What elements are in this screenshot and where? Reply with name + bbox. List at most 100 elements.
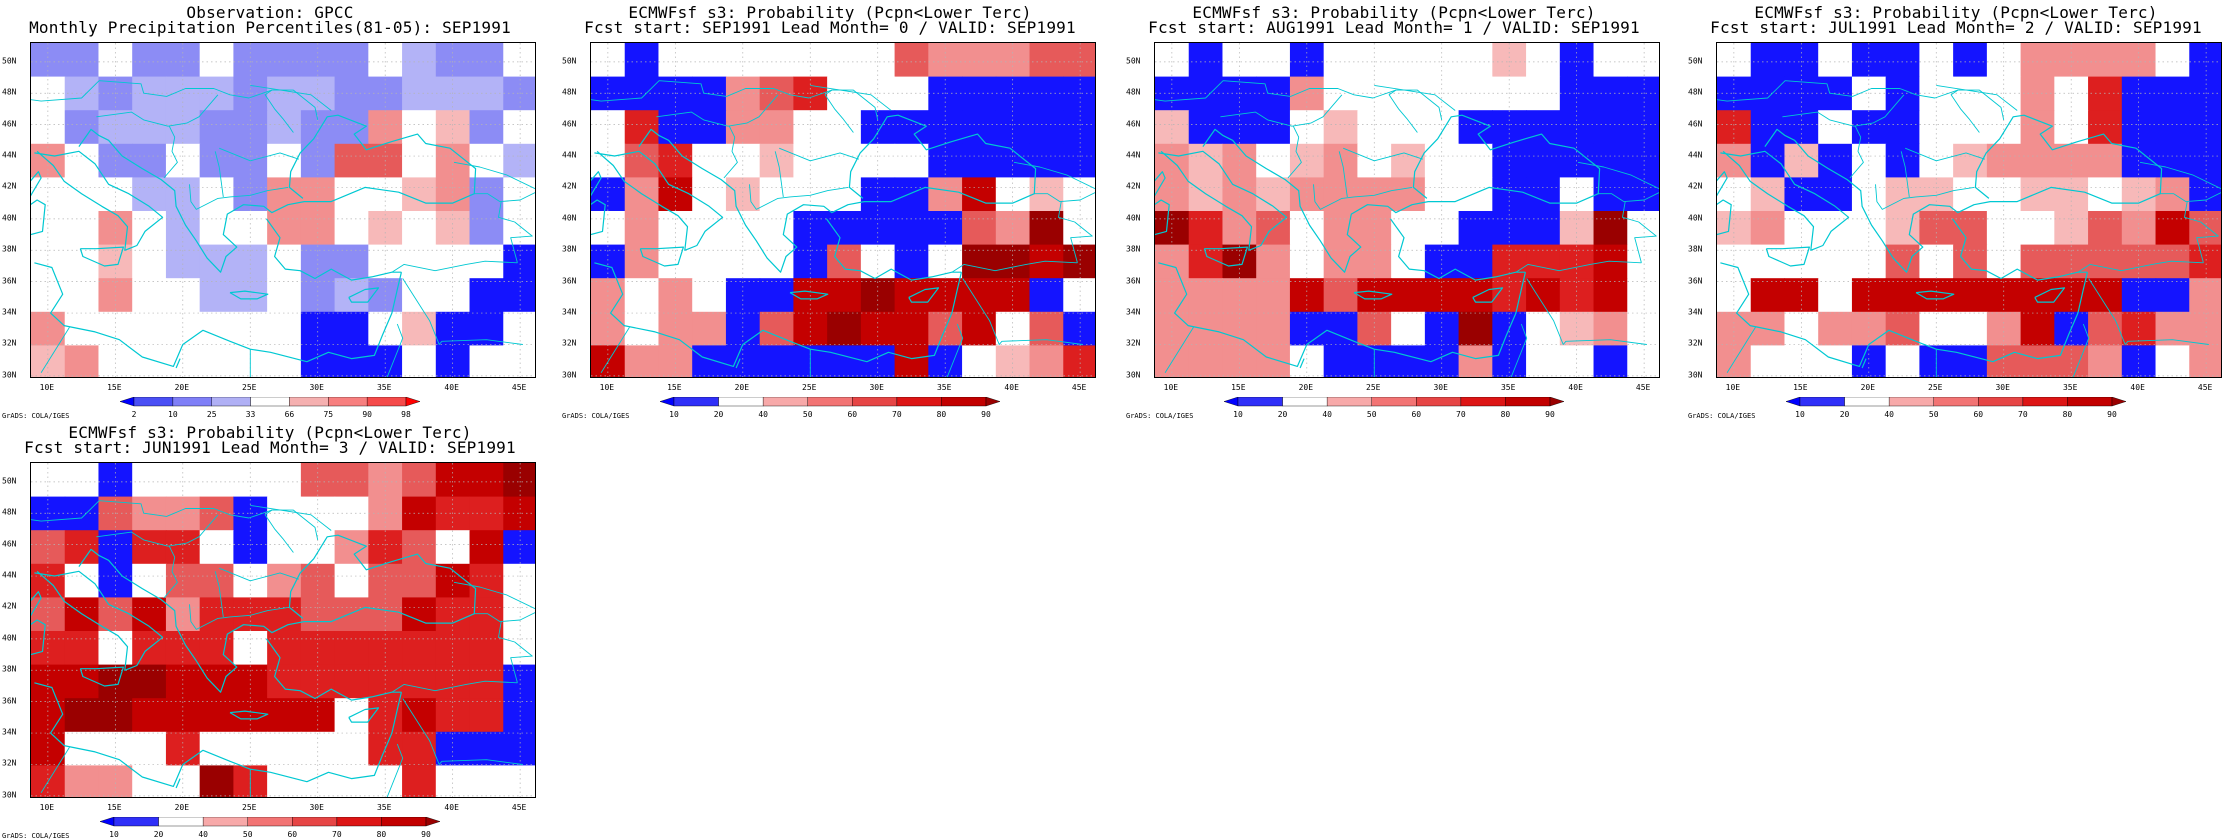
grid-cell [894, 76, 929, 111]
lon-tick-label: 15E [667, 383, 682, 392]
grid-cell [2189, 278, 2221, 313]
grid-cell [692, 244, 727, 279]
colorbar-swatch [120, 397, 135, 407]
coastline [1203, 246, 1248, 267]
country-border [1155, 80, 1443, 120]
coastline [31, 171, 42, 197]
country-border [250, 504, 332, 531]
country-border [1726, 326, 1756, 373]
grid-cell [2189, 43, 2221, 78]
lat-tick-label: 50N [1126, 56, 1141, 66]
grid-cell [1029, 278, 1064, 313]
grid-cell [692, 278, 727, 313]
grid-cell [1953, 211, 1988, 246]
country-border [1058, 201, 1093, 263]
grid-cell [1953, 76, 1988, 111]
grid-cell [1391, 76, 1426, 111]
map-plot [31, 463, 535, 797]
country-border [2139, 161, 2221, 203]
grid-cell [64, 345, 100, 377]
grid-cell [132, 244, 167, 279]
country-border [40, 326, 70, 373]
lon-tick-label: 15E [1231, 383, 1246, 392]
coastline [1915, 290, 1955, 300]
grid-cell [759, 43, 794, 78]
coastline [639, 246, 684, 267]
lat-tick-label: 42N [1126, 181, 1141, 191]
grid-cell [1526, 143, 1561, 178]
grid-cell [199, 278, 234, 313]
grid-cell [132, 463, 167, 498]
country-border [1936, 84, 2018, 111]
grid-cell [962, 244, 997, 279]
lon-tick-label: 35E [2062, 383, 2078, 392]
lat-tick-label: 42N [2, 181, 17, 191]
grid-cell [132, 731, 167, 766]
grid-cell [503, 177, 535, 212]
grid-cell [624, 43, 660, 78]
grid-cell [469, 463, 504, 498]
country-border [386, 323, 404, 377]
colorbar-label: 20 [153, 830, 164, 839]
grid-cell [1458, 345, 1493, 377]
coastline [1952, 218, 2088, 281]
grid-cell [199, 76, 234, 111]
grid-cell [64, 143, 100, 178]
lon-tick-label: 15E [107, 383, 122, 392]
grid-cell [1526, 76, 1561, 111]
country-border [1526, 278, 1647, 345]
colorbar-label: 80 [376, 830, 387, 839]
lat-tick-label: 42N [562, 181, 577, 191]
grid-cell [2155, 278, 2190, 313]
grid-cell [1953, 311, 1988, 346]
colorbar-label: 70 [892, 410, 902, 419]
lon-tick-label: 35E [376, 803, 392, 812]
colorbar-label: 25 [206, 410, 217, 419]
grid-cell [1750, 278, 1786, 313]
grid-cell [199, 143, 234, 178]
grid-cell [1256, 43, 1291, 78]
grid-cell [1188, 110, 1224, 145]
colorbar-swatch [1978, 397, 2024, 407]
coastline [1717, 171, 1728, 197]
grid-cell [1750, 110, 1786, 145]
grid-cell [1188, 76, 1224, 111]
grid-cell [2189, 177, 2221, 212]
colorbar-label: 90 [362, 410, 372, 419]
colorbar-swatch [292, 817, 338, 827]
lon-tick-label: 45E [1635, 383, 1651, 392]
colorbar-swatch [247, 817, 293, 827]
country-border [946, 323, 964, 377]
country-border [1374, 84, 1456, 111]
panel-title: ECMWFsf s3: Probability (Pcpn<Lower Terc… [628, 3, 1032, 22]
grid-cell [827, 43, 862, 78]
grid-cell [1458, 177, 1493, 212]
grid-cell [402, 765, 437, 797]
grid-cell [1526, 43, 1561, 78]
grads-credit: GrADS: COLA/IGES [1126, 412, 1194, 420]
grid-cell [402, 43, 437, 78]
grid-cell [1818, 278, 1853, 313]
grid-cell [469, 765, 504, 797]
colorbar-swatch [336, 817, 382, 827]
grid-cell [2088, 177, 2123, 212]
country-border [1510, 323, 1528, 377]
coastline [1158, 262, 1526, 367]
colorbar-swatch [328, 397, 368, 407]
lat-tick-label: 40N [1126, 213, 1141, 223]
lat-tick-label: 32N [2, 338, 17, 348]
grid-cell [1885, 110, 1920, 145]
grid-cell [1627, 211, 1659, 246]
country-border [189, 604, 289, 630]
grid-cell [962, 76, 997, 111]
grid-cell [1063, 43, 1095, 78]
grid-cell [827, 278, 862, 313]
grid-cell [402, 463, 437, 498]
grid-cell [1526, 177, 1561, 212]
panel-lead-1: ECMWFsf s3: Probability (Pcpn<Lower Terc… [1124, 0, 1664, 420]
grid-cell [1526, 345, 1561, 377]
grid-cell [503, 76, 535, 111]
country-border [1164, 326, 1194, 373]
grid-cell [1063, 76, 1095, 111]
country-border [1313, 184, 1413, 210]
